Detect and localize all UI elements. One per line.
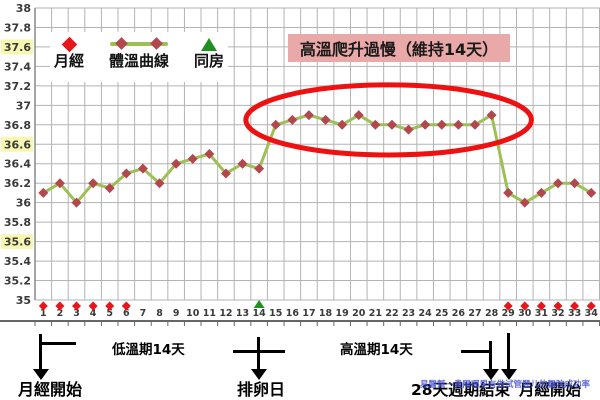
arrow-menses-start-head-icon — [33, 369, 49, 380]
svg-text:36.4: 36.4 — [4, 158, 31, 171]
svg-text:13: 13 — [236, 308, 249, 319]
svg-text:37: 37 — [16, 99, 31, 112]
label-cycle-end: 28天週期結束 — [411, 381, 511, 399]
svg-text:6: 6 — [123, 308, 130, 319]
svg-text:25: 25 — [435, 308, 448, 319]
svg-text:3: 3 — [73, 308, 80, 319]
label-high-temp-phase: 高溫期14天 — [340, 342, 413, 358]
annotation-title-box: 高溫爬升過慢（維持14天） — [288, 34, 510, 62]
svg-text:19: 19 — [336, 308, 349, 319]
svg-text:15: 15 — [269, 308, 282, 319]
svg-text:21: 21 — [369, 308, 382, 319]
arrow-cycle-end-head-icon — [483, 369, 499, 380]
svg-text:8: 8 — [156, 308, 163, 319]
svg-text:37.6: 37.6 — [4, 41, 31, 54]
svg-text:36: 36 — [16, 197, 32, 210]
chart-legend: 月經 體溫曲線 同房 — [50, 32, 228, 82]
legend-item-intercourse: 同房 — [194, 34, 224, 69]
svg-text:31: 31 — [535, 308, 548, 319]
svg-text:36.8: 36.8 — [4, 119, 31, 132]
svg-text:24: 24 — [419, 308, 433, 319]
temp-curve-icon — [109, 37, 168, 50]
arrow-next-menses-head-icon — [501, 369, 517, 380]
label-low-temp-phase: 低溫期14天 — [112, 342, 185, 358]
arrow-menses-start-bar — [39, 342, 76, 345]
svg-text:35.4: 35.4 — [4, 255, 31, 268]
label-ovulation-day: 排卵日 — [237, 380, 286, 399]
svg-text:34: 34 — [585, 308, 599, 319]
svg-text:5: 5 — [106, 308, 113, 319]
svg-text:12: 12 — [219, 308, 232, 319]
label-menses-start-left: 月經開始 — [18, 380, 83, 399]
svg-text:32: 32 — [551, 308, 564, 319]
arrow-next-menses-line — [507, 333, 510, 370]
svg-text:20: 20 — [352, 308, 366, 319]
svg-text:22: 22 — [385, 308, 398, 319]
intercourse-triangle-icon — [200, 37, 217, 51]
arrow-cycle-end-bar — [461, 350, 492, 353]
label-menses-start-right: 月經開始 — [519, 381, 582, 399]
svg-text:35.2: 35.2 — [4, 275, 31, 288]
menses-diamond-icon — [61, 36, 77, 52]
svg-text:9: 9 — [173, 308, 180, 319]
svg-text:37.2: 37.2 — [4, 80, 31, 93]
legend-item-menses: 月經 — [54, 34, 84, 69]
svg-text:1: 1 — [40, 308, 47, 319]
svg-text:7: 7 — [140, 308, 147, 319]
svg-text:23: 23 — [402, 308, 415, 319]
legend-label-menses: 月經 — [54, 52, 85, 70]
svg-text:14: 14 — [253, 308, 267, 319]
svg-text:16: 16 — [286, 308, 300, 319]
svg-text:37.8: 37.8 — [4, 21, 31, 34]
svg-text:4: 4 — [90, 308, 97, 319]
legend-label-temp-curve: 體溫曲線 — [108, 52, 169, 70]
svg-text:37.4: 37.4 — [4, 60, 31, 73]
svg-text:10: 10 — [186, 308, 200, 319]
svg-text:35.6: 35.6 — [4, 236, 31, 249]
svg-text:18: 18 — [319, 308, 333, 319]
legend-label-intercourse: 同房 — [193, 52, 224, 70]
svg-text:33: 33 — [568, 308, 581, 319]
svg-text:29: 29 — [502, 308, 515, 319]
svg-text:26: 26 — [452, 308, 466, 319]
svg-text:17: 17 — [302, 308, 315, 319]
svg-text:36.6: 36.6 — [4, 138, 31, 151]
arrow-menses-start-line — [39, 334, 42, 370]
svg-text:27: 27 — [468, 308, 481, 319]
svg-text:11: 11 — [203, 308, 216, 319]
watermark: 易醫幫－貴陽哪里有做试管嬰儿的醫院成功率 — [420, 380, 591, 390]
svg-text:35: 35 — [16, 294, 31, 307]
svg-text:2: 2 — [57, 308, 64, 319]
svg-text:38: 38 — [16, 2, 31, 15]
arrow-ovulation-head-icon — [251, 369, 267, 380]
svg-text:30: 30 — [518, 308, 532, 319]
arrow-cycle-end-line — [489, 341, 492, 370]
legend-item-temp-curve: 體溫曲線 — [109, 34, 169, 69]
svg-text:28: 28 — [485, 308, 499, 319]
svg-text:36.2: 36.2 — [4, 177, 31, 190]
svg-text:35.8: 35.8 — [4, 216, 31, 229]
arrow-ovulation-line — [257, 337, 260, 370]
